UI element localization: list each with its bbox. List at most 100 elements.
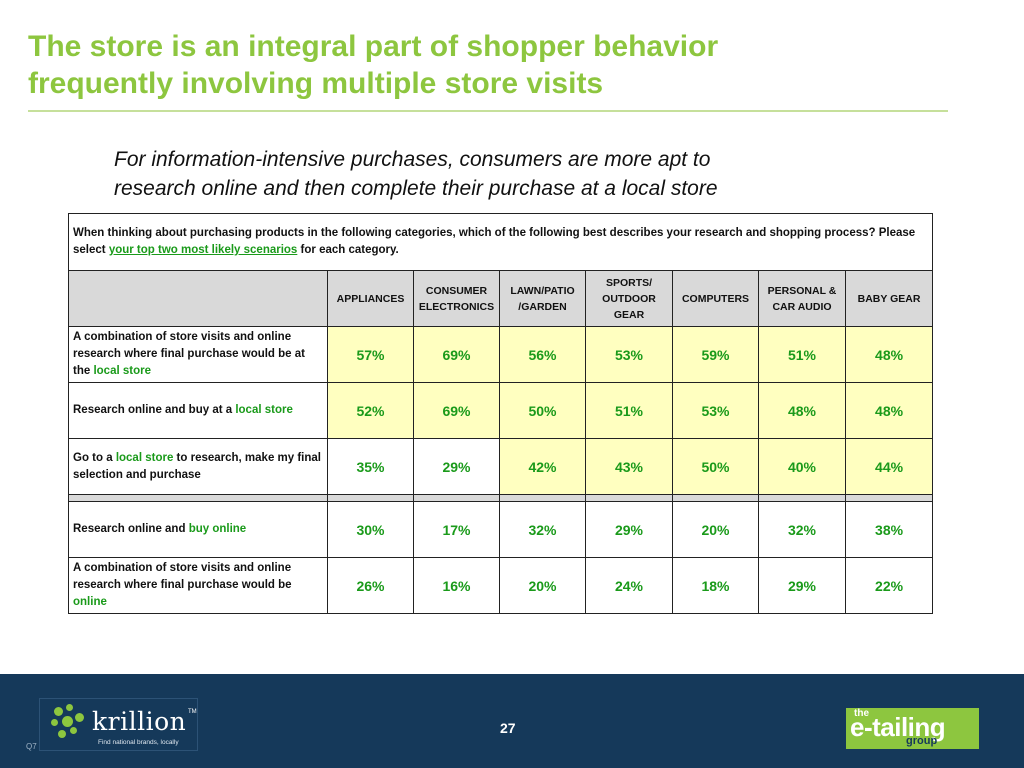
percentage-cell: 22% bbox=[844, 557, 934, 614]
title-line-2: frequently involving multiple store visi… bbox=[28, 67, 604, 100]
column-header-line: ELECTRONICS bbox=[418, 300, 495, 313]
column-header: SPORTS/OUTDOOR GEAR bbox=[585, 270, 673, 327]
column-header-line: CONSUMER bbox=[425, 284, 488, 297]
row-label-text: A combination of store visits and online… bbox=[73, 331, 305, 377]
percentage-cell: 30% bbox=[327, 501, 414, 558]
row-label-emphasis: local store bbox=[235, 404, 293, 416]
column-header-line: COMPUTERS bbox=[681, 292, 750, 305]
logo-dot bbox=[75, 713, 84, 722]
row-label: Go to a local store to research, make my… bbox=[68, 438, 328, 495]
column-header: COMPUTERS bbox=[672, 270, 759, 327]
table-row: A combination of store visits and online… bbox=[68, 326, 934, 383]
percentage-cell: 24% bbox=[585, 557, 673, 614]
row-label: A combination of store visits and online… bbox=[68, 326, 328, 383]
corner-cell bbox=[68, 270, 328, 327]
percentage-cell: 16% bbox=[413, 557, 500, 614]
column-header-line: APPLIANCES bbox=[336, 292, 405, 305]
column-header: BABY GEAR bbox=[844, 270, 934, 327]
percentage-cell: 52% bbox=[327, 382, 414, 439]
survey-results-table: When thinking about purchasing products … bbox=[67, 213, 934, 614]
row-label-text: Research online and bbox=[73, 523, 189, 535]
percentage-cell: 69% bbox=[413, 382, 500, 439]
column-header-line: PERSONAL & bbox=[767, 284, 837, 297]
percentage-cell: 48% bbox=[844, 326, 934, 383]
percentage-cell: 53% bbox=[672, 382, 759, 439]
etailing-group-logo: the e-tailing group bbox=[846, 708, 979, 749]
percentage-cell: 29% bbox=[413, 438, 500, 495]
percentage-cell: 51% bbox=[585, 382, 673, 439]
survey-question: When thinking about purchasing products … bbox=[67, 213, 934, 271]
percentage-cell: 56% bbox=[499, 326, 586, 383]
percentage-cell: 17% bbox=[413, 501, 500, 558]
logo-dot bbox=[58, 730, 66, 738]
slide-title: The store is an integral part of shopper… bbox=[28, 28, 928, 102]
krillion-tagline: Find national brands, locally bbox=[98, 739, 179, 746]
percentage-cell: 59% bbox=[672, 326, 759, 383]
title-divider bbox=[28, 110, 948, 112]
etailing-wordmark: e-tailing bbox=[850, 712, 946, 742]
row-label-emphasis: local store bbox=[93, 365, 151, 377]
question-emphasis: your top two most likely scenarios bbox=[108, 244, 298, 256]
column-header-line: /GARDEN bbox=[518, 300, 567, 313]
column-header-line: SPORTS/ bbox=[605, 276, 653, 289]
row-label-text: Research online and buy at a bbox=[73, 404, 236, 416]
etailing-the: the bbox=[854, 708, 869, 719]
column-header-line: CAR AUDIO bbox=[772, 300, 832, 313]
row-label-emphasis: buy online bbox=[188, 523, 247, 535]
row-label: Research online and buy online bbox=[68, 501, 328, 558]
percentage-cell: 43% bbox=[585, 438, 673, 495]
column-header: APPLIANCES bbox=[327, 270, 414, 327]
logo-dot bbox=[54, 707, 63, 716]
percentage-cell: 57% bbox=[327, 326, 414, 383]
row-label: A combination of store visits and online… bbox=[68, 557, 328, 614]
logo-dot bbox=[62, 716, 73, 727]
separator-cell bbox=[758, 494, 846, 502]
row-label-emphasis: local store bbox=[115, 451, 174, 464]
separator-cell bbox=[327, 494, 414, 502]
subtitle-line-2: research online and then complete their … bbox=[114, 177, 718, 200]
column-header-line: GEAR bbox=[613, 308, 645, 321]
percentage-cell: 53% bbox=[585, 326, 673, 383]
percentage-cell: 18% bbox=[672, 557, 759, 614]
column-header-row: APPLIANCES CONSUMER ELECTRONICS LAWN/PATIO /… bbox=[68, 270, 934, 327]
footer-bar: krillion TM Find national brands, locall… bbox=[0, 674, 1024, 768]
column-header-line: OUTDOOR bbox=[602, 292, 656, 305]
group-separator bbox=[68, 494, 934, 502]
column-header: PERSONAL & CAR AUDIO bbox=[758, 270, 846, 327]
percentage-cell: 42% bbox=[499, 438, 586, 495]
question-text: When thinking about purchasing products … bbox=[73, 227, 916, 256]
separator-cell bbox=[844, 494, 934, 502]
logo-dot bbox=[51, 719, 58, 726]
krillion-logo: krillion TM Find national brands, locall… bbox=[39, 698, 198, 751]
krillion-wordmark: krillion bbox=[92, 707, 187, 736]
page-number: 27 bbox=[500, 720, 516, 736]
column-header: CONSUMER ELECTRONICS bbox=[413, 270, 500, 327]
percentage-cell: 20% bbox=[672, 501, 759, 558]
column-header-line: LAWN/PATIO bbox=[510, 284, 575, 297]
trademark-mark: TM bbox=[188, 709, 197, 715]
percentage-cell: 32% bbox=[499, 501, 586, 558]
column-header: LAWN/PATIO/GARDEN bbox=[499, 270, 586, 327]
percentage-cell: 38% bbox=[844, 501, 934, 558]
column-header-line: BABY GEAR bbox=[857, 292, 921, 305]
percentage-cell: 40% bbox=[758, 438, 846, 495]
table-row: Research online and buy at a local store… bbox=[68, 382, 934, 439]
title-line-1: The store is an integral part of shopper… bbox=[28, 30, 719, 63]
percentage-cell: 50% bbox=[672, 438, 759, 495]
etailing-group-text: group bbox=[906, 735, 938, 747]
row-label: Research online and buy at a local store bbox=[68, 382, 328, 439]
percentage-cell: 35% bbox=[327, 438, 414, 495]
logo-dot bbox=[66, 704, 73, 711]
table-row: Go to a local store to research, make my… bbox=[68, 438, 934, 495]
row-label-text: to research, make my final selection and… bbox=[73, 451, 321, 481]
slide-subtitle: For information-intensive purchases, con… bbox=[114, 145, 914, 203]
separator-cell bbox=[499, 494, 586, 502]
percentage-cell: 26% bbox=[327, 557, 414, 614]
percentage-cell: 20% bbox=[499, 557, 586, 614]
percentage-cell: 51% bbox=[758, 326, 846, 383]
percentage-cell: 29% bbox=[585, 501, 673, 558]
row-label-text: A combination of store visits and online… bbox=[73, 562, 292, 591]
separator-cell bbox=[68, 494, 328, 502]
question-reference: Q7 bbox=[26, 742, 37, 751]
table-row: Research online and buy online 30% 17% 32% 2… bbox=[68, 501, 934, 558]
